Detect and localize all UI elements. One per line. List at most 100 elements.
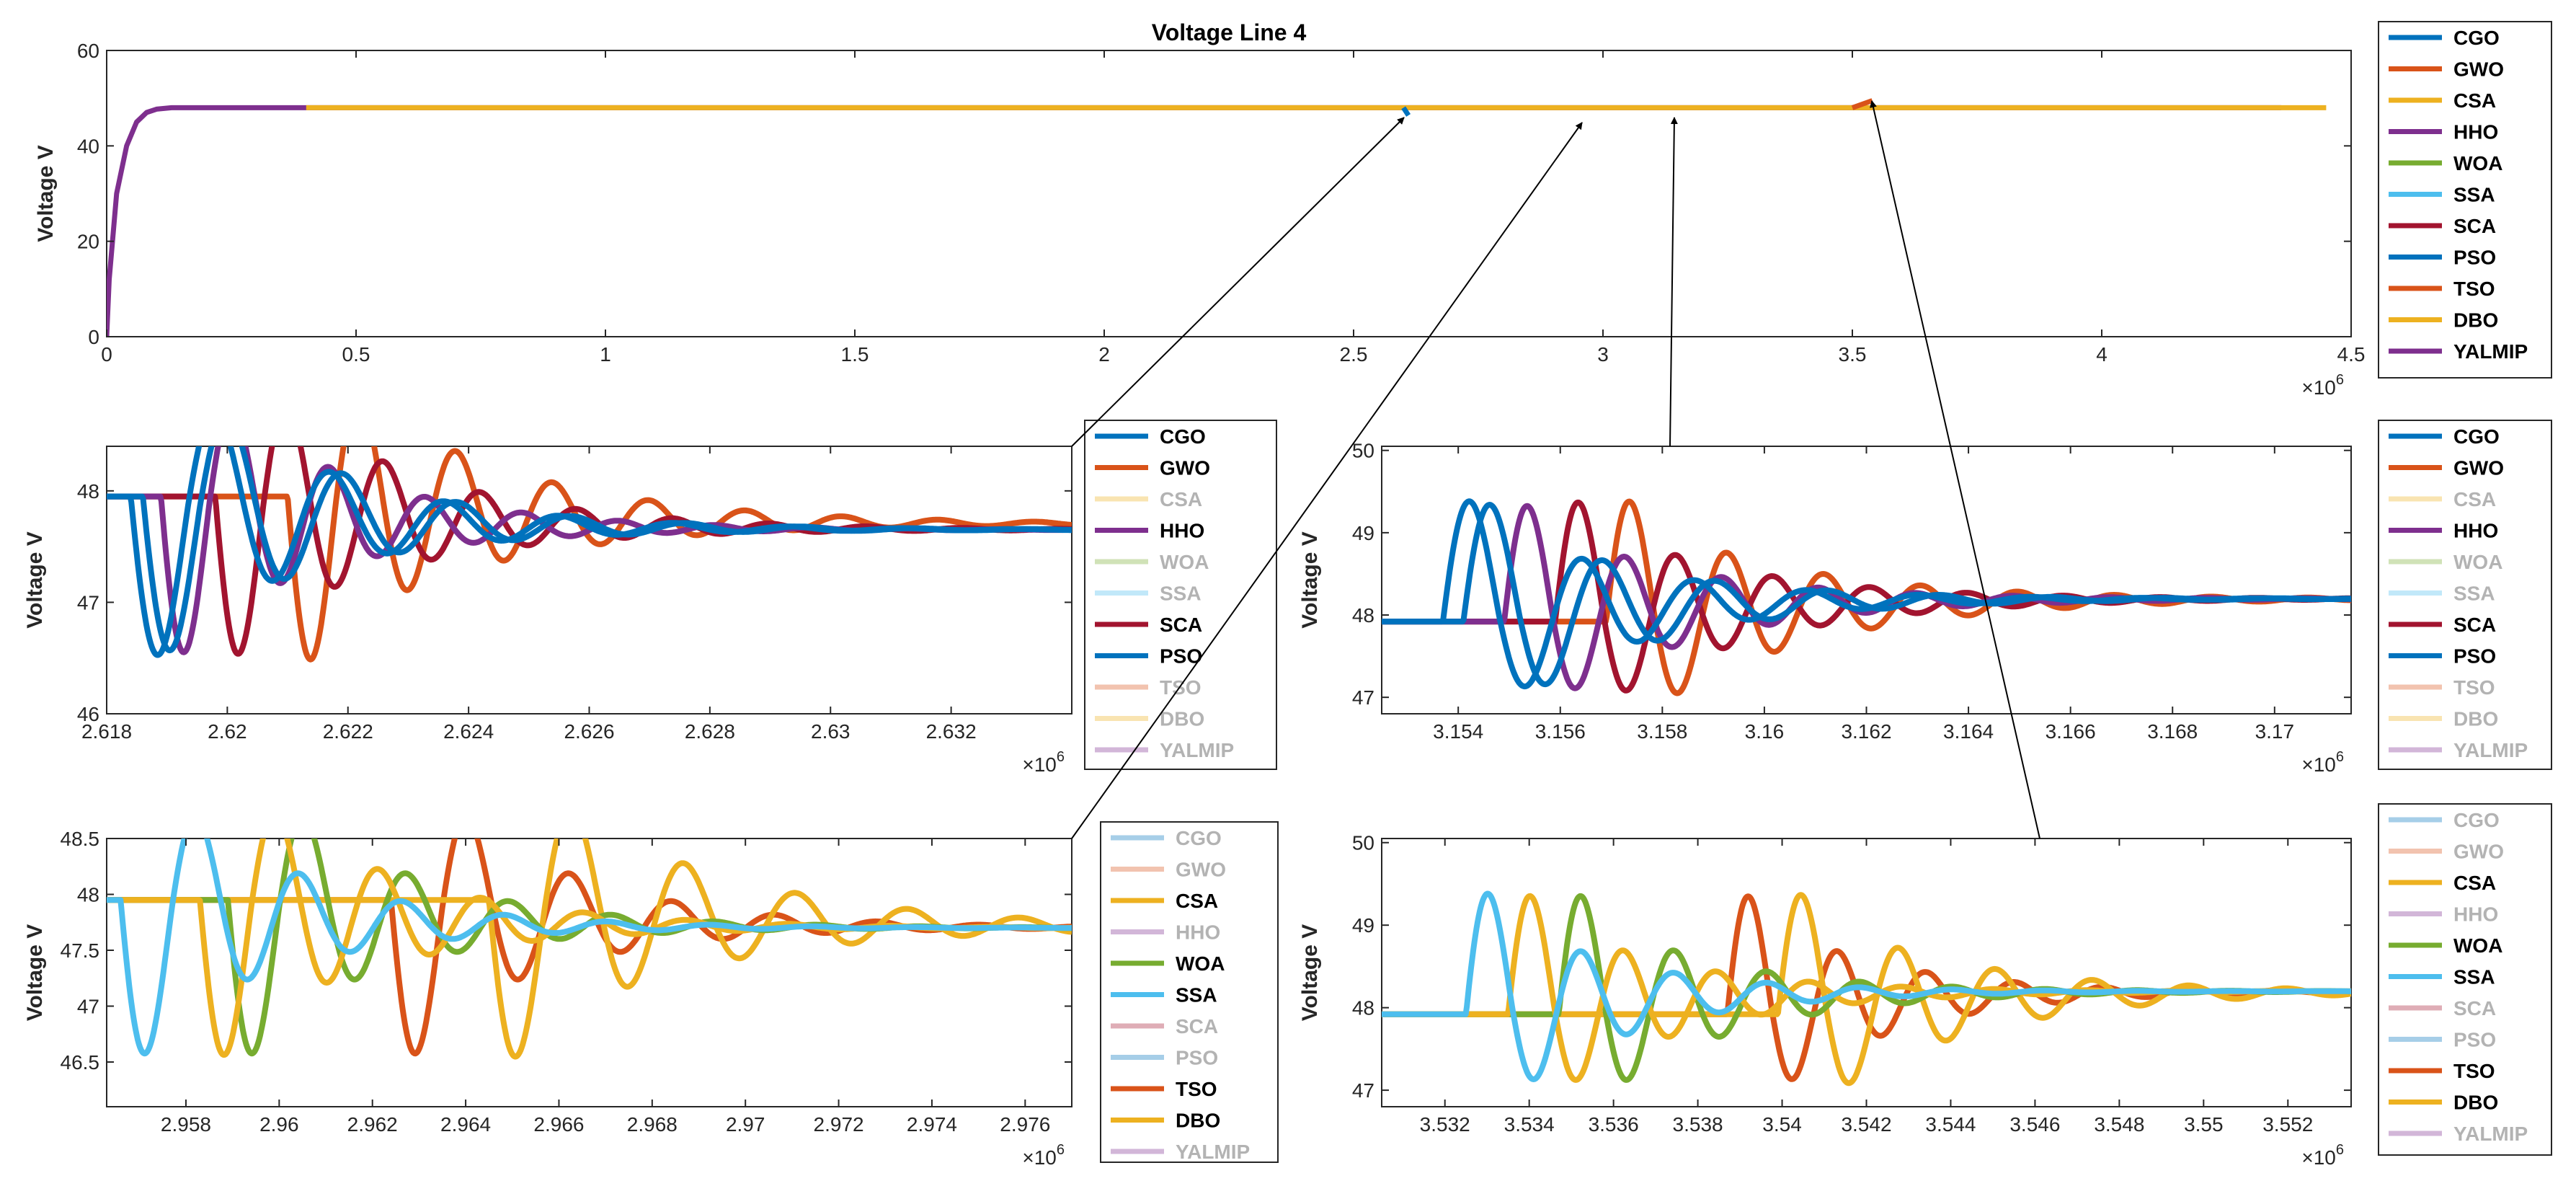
y-tick-label: 48 [77,480,99,503]
chart-panel-2: 2.618 2.62 2.622 2.624 2.626 2.628 2.63 2.632 46… [23,420,1277,776]
x-tick-label: 2.62 [208,720,247,743]
legend-label-csa: CSA [2453,89,2496,112]
legend-label-pso: PSO [2453,1029,2496,1051]
x-tick-label: 3.552 [2262,1113,2313,1136]
y-tick-label: 48 [1352,997,1374,1019]
chart-title: Voltage Line 4 [1152,19,1307,45]
series-line-pso [1382,502,2351,688]
x-tick-label: 4 [2096,343,2108,366]
zoom-connector-arrow [1071,117,1405,447]
x-tick-label: 3.17 [2255,720,2295,743]
x-tick-label: 1 [600,343,611,366]
legend-label-csa: CSA [1160,488,1202,510]
legend-label-cgo: CGO [2453,425,2500,448]
x-exponent-power: 6 [2336,749,2344,765]
x-exponent-base: ×10 [1022,753,1057,776]
x-tick-label: 3.162 [1841,720,1891,743]
series-group [107,98,2327,337]
x-tick-label: 2.976 [1000,1113,1050,1136]
legend-label-ssa: SSA [2453,583,2495,605]
x-tick-label: 3.168 [2147,720,2198,743]
x-exponent-label: ×106 [2301,1142,2344,1169]
plot-area [106,838,1072,1107]
x-exponent-power: 6 [2336,1142,2344,1158]
legend-label-tso: TSO [1160,676,1202,699]
legend-label-woa: WOA [2453,934,2502,957]
y-tick-label: 40 [77,135,99,157]
legend-label-woa: WOA [2453,152,2502,174]
legend-label-sca: SCA [1176,1015,1218,1037]
legend-label-dbo: DBO [2453,708,2498,730]
series-line-dbo [107,839,1072,1060]
y-tick-label: 49 [1352,522,1374,544]
legend-label-gwo: GWO [1176,859,1226,881]
legend-box [2378,803,2552,1156]
x-exponent-label: ×106 [2301,372,2344,399]
series-line-pso [107,446,1072,654]
x-tick-label: 3.16 [1745,720,1785,743]
legend-label-ssa: SSA [1160,583,1202,605]
x-exponent-base: ×10 [2301,376,2336,399]
x-tick-label: 2.63 [811,720,850,743]
legend-label-gwo: GWO [2453,457,2504,479]
legend-label-dbo: DBO [2453,1092,2498,1114]
legend-label-woa: WOA [1160,551,1209,573]
legend-label-gwo: GWO [2453,841,2504,863]
legend-label-ssa: SSA [1176,984,1217,1006]
legend-label-yalmip: YALMIP [1176,1141,1250,1163]
x-tick-label: 3.158 [1637,720,1687,743]
legend-label-yalmip: YALMIP [1160,739,1234,761]
x-tick-label: 3.544 [1925,1113,1976,1136]
x-tick-label: 3.542 [1841,1113,1891,1136]
x-tick-label: 3.548 [2094,1113,2144,1136]
zoom-connector-arrow [1870,100,2040,839]
y-tick-label: 48 [1352,604,1374,627]
y-axis-label: Voltage V [23,531,47,628]
y-tick-label: 0 [88,326,99,348]
series-group [1382,498,2351,696]
series-line-ssa [1382,890,2351,1082]
x-tick-label: 2.964 [440,1113,491,1136]
y-tick-label: 46.5 [61,1051,100,1074]
y-axis-label: Voltage V [1298,924,1322,1021]
series-line-tso [1851,98,1873,110]
x-tick-label: 3.54 [1762,1113,1802,1136]
x-tick-label: 2.5 [1340,343,1368,366]
legend-label-hho: HHO [2453,520,2498,542]
legend-label-pso: PSO [2453,247,2496,269]
legend-label-hho: HHO [2453,121,2498,143]
chart-panel-3: 3.154 3.156 3.158 3.16 3.162 3.164 3.166 3.168 3… [1298,420,2552,776]
x-tick-label: 3.546 [2009,1113,2060,1136]
x-tick-label: 3.534 [1504,1113,1555,1136]
legend-label-tso: TSO [1176,1078,1217,1100]
x-exponent-power: 6 [2336,372,2344,388]
x-tick-label: 1.5 [841,343,869,366]
legend-label-woa: WOA [1176,952,1225,975]
x-exponent-label: ×106 [1022,1142,1065,1169]
legend-label-pso: PSO [1176,1047,1218,1069]
x-exponent-base: ×10 [2301,753,2336,776]
x-tick-label: 2.618 [81,720,132,743]
x-tick-label: 3.538 [1673,1113,1723,1136]
x-tick-label: 2.958 [161,1113,211,1136]
x-exponent-label: ×106 [1022,749,1065,776]
legend-label-sca: SCA [2453,215,2496,237]
x-tick-label: 2.628 [685,720,735,743]
y-tick-label: 20 [77,231,99,253]
legend-label-dbo: DBO [1160,708,1204,730]
plot-area [106,50,2352,337]
series-line-gwo [107,446,1072,663]
legend: CGO GWO CSA HHO WOA SSA SCA PSO TSO DBO YALMIP [1100,821,1279,1163]
legend-label-yalmip: YALMIP [2453,739,2528,761]
x-tick-label: 2.968 [627,1113,678,1136]
series-group [107,446,1072,663]
legend-label-tso: TSO [2453,278,2495,300]
x-tick-label: 2.96 [259,1113,299,1136]
zoom-connector-arrow [1071,122,1583,839]
x-tick-label: 2.97 [726,1113,765,1136]
legend-label-dbo: DBO [2453,309,2498,332]
x-tick-label: 2.966 [533,1113,584,1136]
legend-label-tso: TSO [2453,1060,2495,1082]
zoom-connector-arrow [1669,117,1678,447]
